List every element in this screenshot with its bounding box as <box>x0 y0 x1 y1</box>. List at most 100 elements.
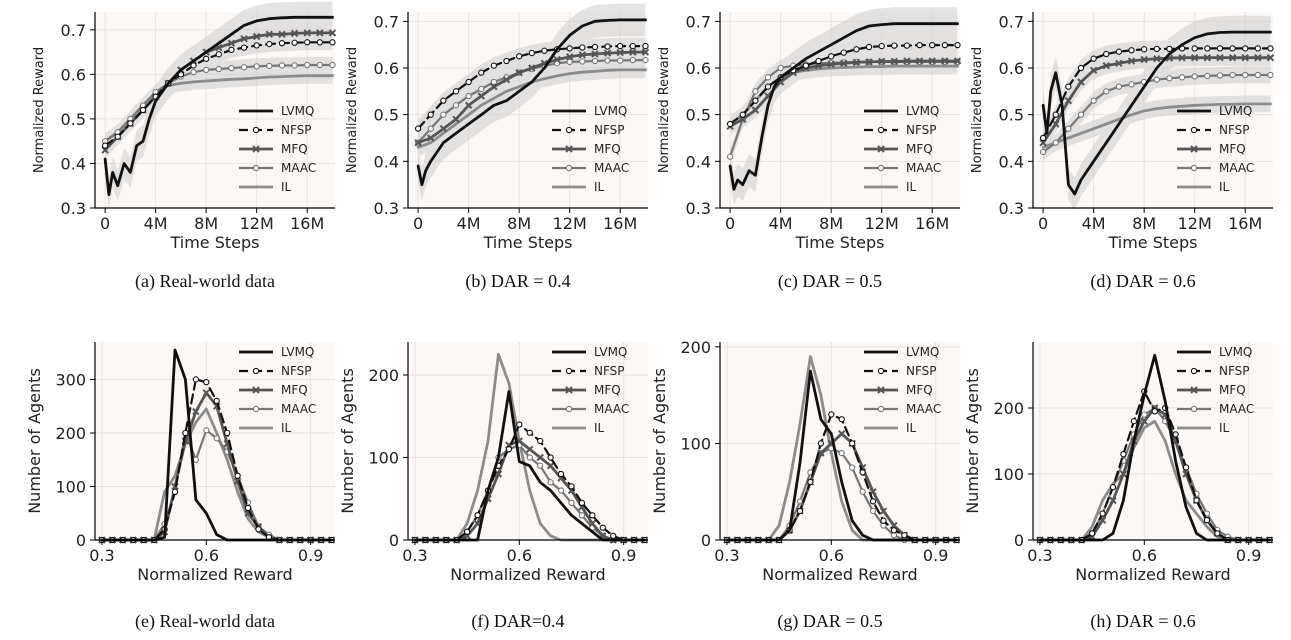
y-tick-label: 100 <box>680 434 711 453</box>
data-point-mfq <box>1127 57 1136 65</box>
marker-stroke <box>240 35 248 43</box>
data-point-nfsp <box>114 133 121 140</box>
data-point-nfsp <box>901 532 908 539</box>
chart-panel-c: 0 4M 8M 12M 16M 0.3 0.4 0.5 0.6 0.7 Time Steps Norm… <box>657 7 962 252</box>
data-point-maac <box>291 62 298 69</box>
marker-stroke <box>1119 470 1128 478</box>
data-point-mfq <box>265 30 274 38</box>
marker-stroke <box>502 75 511 84</box>
data-point-mfq <box>565 53 574 61</box>
data-point-maac <box>629 56 636 64</box>
marker-stroke <box>641 48 650 56</box>
y-tick-label: 200 <box>993 399 1024 418</box>
y-tick-label: 0.3 <box>999 199 1024 218</box>
data-point-nfsp <box>1193 497 1200 504</box>
data-point-mfq <box>1039 138 1047 147</box>
data-point-maac <box>869 507 877 515</box>
data-point-nfsp <box>101 142 109 149</box>
data-point-nfsp <box>1103 50 1110 58</box>
data-point-nfsp <box>203 55 210 62</box>
x-tick-label: 8M <box>194 214 218 233</box>
legend-item-lvmq: LVMQ <box>1177 345 1252 359</box>
marker-stroke <box>751 106 760 114</box>
data-point-nfsp <box>1109 484 1117 491</box>
legend-label: NFSP <box>594 364 625 378</box>
legend-marker <box>877 405 885 413</box>
data-point-nfsp <box>599 524 606 531</box>
data-point-nfsp <box>796 507 804 515</box>
marker-stroke <box>1190 386 1198 394</box>
data-point-mfq <box>477 92 485 100</box>
marker-stroke <box>565 145 573 153</box>
x-axis-label: Normalized Reward <box>1075 565 1230 584</box>
legend-item-maac: MAAC <box>239 161 316 175</box>
x-axis-label: Time Steps <box>794 233 884 252</box>
x-tick-label: 0.3 <box>89 546 114 565</box>
data-point-nfsp <box>203 378 210 386</box>
series-line-lvmq <box>728 22 959 191</box>
data-point-nfsp <box>1088 530 1096 537</box>
data-point-mfq <box>616 48 624 57</box>
band-il <box>1043 95 1271 156</box>
marker-stroke <box>490 82 498 91</box>
y-tick-label: 0.6 <box>686 59 711 78</box>
data-point-mfq <box>1190 54 1199 62</box>
panel-caption: (h) DAR = 0.6 <box>1090 611 1195 632</box>
legend-label: LVMQ <box>594 104 627 118</box>
x-tick-label: 16M <box>915 214 949 233</box>
marker-stroke <box>252 32 261 41</box>
data-point-mfq <box>1119 470 1128 478</box>
data-point-nfsp <box>304 39 311 46</box>
data-point-maac <box>617 57 624 64</box>
y-tick-label: 0.4 <box>61 154 86 173</box>
marker-stroke <box>877 57 886 66</box>
data-point-mfq <box>1241 54 1249 62</box>
marker-stroke <box>603 49 612 57</box>
legend-marker <box>565 367 573 375</box>
data-point-nfsp <box>1077 64 1085 72</box>
data-point-mfq <box>1140 417 1149 425</box>
legend-label: LVMQ <box>1219 104 1252 118</box>
data-point-nfsp <box>891 42 898 49</box>
data-point-mfq <box>1115 59 1123 68</box>
data-point-nfsp <box>490 62 498 69</box>
x-tick-label: 0 <box>725 214 735 233</box>
data-point-maac <box>1090 97 1097 104</box>
y-axis-label: Number of Agents <box>963 368 982 514</box>
data-point-mfq <box>490 82 498 91</box>
data-point-maac <box>465 92 472 100</box>
y-tick-label: 0.5 <box>374 106 399 125</box>
data-point-mfq <box>941 57 949 65</box>
legend: LVMQ NFSP MFQ MAAC IL <box>1177 104 1254 194</box>
legend-label: MAAC <box>281 402 316 416</box>
data-point-nfsp <box>463 528 471 535</box>
data-point-mfq <box>890 57 899 66</box>
marker-stroke <box>494 470 503 478</box>
marker-stroke <box>1098 516 1107 524</box>
x-tick-label: 0.3 <box>402 546 427 565</box>
legend-label: MFQ <box>906 383 933 397</box>
x-tick-label: 16M <box>603 214 637 233</box>
marker-stroke <box>439 124 448 133</box>
marker-stroke <box>452 115 460 124</box>
marker-stroke <box>202 389 211 397</box>
x-tick-label: 8M <box>507 214 531 233</box>
data-point-nfsp <box>127 120 134 127</box>
chart-panel-g: 0.3 0.6 0.9 0 100 200 Normalized Reward Number … <box>650 338 961 584</box>
data-point-nfsp <box>440 97 447 104</box>
data-point-nfsp <box>255 526 262 533</box>
y-tick-label: 200 <box>680 338 711 357</box>
x-tick-label: 0.9 <box>611 546 636 565</box>
data-point-nfsp <box>1203 517 1211 524</box>
marker-stroke <box>477 92 485 100</box>
legend-marker <box>1190 367 1198 375</box>
x-tick-label: 4M <box>769 214 793 233</box>
data-point-nfsp <box>1120 451 1127 458</box>
marker-stroke <box>464 101 473 110</box>
band-lvmq <box>1043 15 1271 211</box>
x-axis-label: Time Steps <box>169 233 259 252</box>
legend: LVMQ NFSP MFQ MAAC IL <box>239 104 316 194</box>
panel-caption: (f) DAR=0.4 <box>471 611 564 632</box>
data-point-nfsp <box>817 440 825 447</box>
marker-stroke <box>1203 54 1212 62</box>
